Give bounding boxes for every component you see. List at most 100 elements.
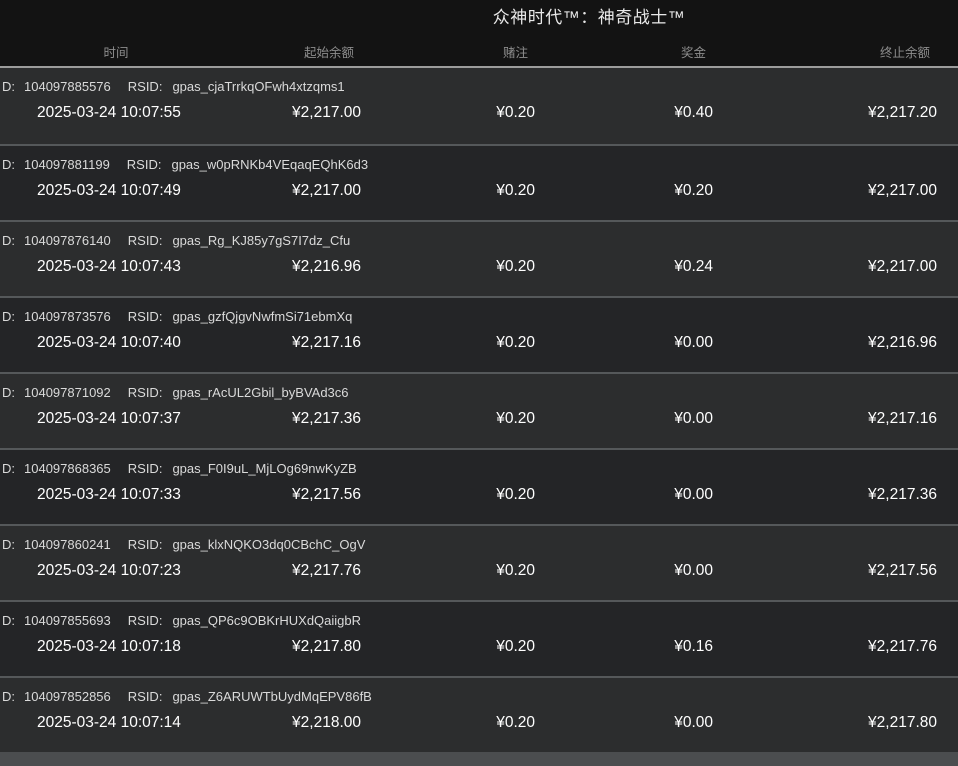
round-values: 2025-03-24 10:07:37 ¥2,217.36 ¥0.20 ¥0.0…: [0, 409, 958, 429]
bet-cell: ¥0.20: [496, 410, 535, 427]
time-cell: 2025-03-24 10:07:49: [37, 182, 181, 199]
time-cell: 2025-03-24 10:07:23: [37, 562, 181, 579]
round-meta: D: 104097860241 RSID: gpas_klxNQKO3dq0CB…: [0, 537, 958, 553]
rsid-label: RSID:: [127, 233, 163, 248]
rsid-value: gpas_rAcUL2Gbil_byBVAd3c6: [172, 385, 349, 400]
column-header-win: 奖金: [680, 46, 706, 60]
bet-cell: ¥0.20: [496, 182, 535, 199]
end-balance-cell: ¥2,216.96: [868, 334, 937, 351]
time-cell: 2025-03-24 10:07:40: [37, 334, 181, 351]
rsid-value: gpas_cjaTrrkqOFwh4xtzqms1: [172, 79, 345, 94]
round-id: 104097855693: [24, 613, 111, 628]
bet-cell: ¥0.20: [496, 258, 535, 275]
table-row: D: 104097852856 RSID: gpas_Z6ARUWTbUydMq…: [0, 676, 958, 752]
column-header-end-balance: 终止余额: [879, 46, 930, 60]
end-balance-cell: ¥2,217.16: [868, 410, 937, 427]
rsid-label: RSID:: [127, 689, 163, 704]
round-id: 104097873576: [24, 309, 111, 324]
bet-cell: ¥0.20: [496, 334, 535, 351]
round-meta: D: 104097873576 RSID: gpas_gzfQjgvNwfmSi…: [0, 309, 958, 325]
round-values: 2025-03-24 10:07:33 ¥2,217.56 ¥0.20 ¥0.0…: [0, 485, 958, 505]
end-balance-cell: ¥2,217.56: [868, 562, 937, 579]
column-header-bet: 赌注: [502, 46, 528, 60]
end-balance-cell: ¥2,217.20: [868, 104, 937, 121]
win-cell: ¥0.00: [674, 714, 713, 731]
end-balance-cell: ¥2,217.80: [868, 714, 937, 731]
round-meta: D: 104097871092 RSID: gpas_rAcUL2Gbil_by…: [0, 385, 958, 401]
table-row: D: 104097868365 RSID: gpas_F0I9uL_MjLOg6…: [0, 448, 958, 524]
start-balance-cell: ¥2,217.00: [292, 182, 361, 199]
win-cell: ¥0.00: [674, 486, 713, 503]
bottom-row-separator: [0, 752, 958, 766]
column-header-time: 时间: [103, 46, 129, 60]
round-meta: D: 104097881199 RSID: gpas_w0pRNKb4VEqaq…: [0, 157, 958, 173]
win-cell: ¥0.16: [674, 638, 713, 655]
start-balance-cell: ¥2,217.16: [292, 334, 361, 351]
rsid-label: RSID:: [127, 79, 163, 94]
round-id-label: D:: [2, 689, 15, 704]
round-id: 104097881199: [24, 157, 110, 172]
start-balance-cell: ¥2,217.76: [292, 562, 361, 579]
page-title: 众神时代™：神奇战士™: [492, 8, 686, 27]
round-id-label: D:: [2, 385, 15, 400]
table-header: 众神时代™：神奇战士™ 时间 起始余额 赌注 奖金 终止余额: [0, 0, 958, 68]
round-meta: D: 104097868365 RSID: gpas_F0I9uL_MjLOg6…: [0, 461, 958, 477]
time-cell: 2025-03-24 10:07:14: [37, 714, 181, 731]
start-balance-cell: ¥2,217.80: [292, 638, 361, 655]
start-balance-cell: ¥2,216.96: [292, 258, 361, 275]
rsid-value: gpas_QP6c9OBKrHUXdQaiigbR: [172, 613, 362, 628]
time-cell: 2025-03-24 10:07:55: [37, 104, 181, 121]
bet-cell: ¥0.20: [496, 562, 535, 579]
win-cell: ¥0.00: [674, 410, 713, 427]
round-id: 104097852856: [24, 689, 111, 704]
time-cell: 2025-03-24 10:07:37: [37, 410, 181, 427]
table-row: D: 104097881199 RSID: gpas_w0pRNKb4VEqaq…: [0, 144, 958, 220]
column-header-start-balance: 起始余额: [303, 46, 354, 60]
round-id: 104097885576: [24, 79, 111, 94]
bet-cell: ¥0.20: [496, 104, 535, 121]
start-balance-cell: ¥2,217.36: [292, 410, 361, 427]
round-id: 104097871092: [24, 385, 111, 400]
round-values: 2025-03-24 10:07:18 ¥2,217.80 ¥0.20 ¥0.1…: [0, 637, 958, 657]
rsid-label: RSID:: [127, 537, 163, 552]
time-cell: 2025-03-24 10:07:33: [37, 486, 181, 503]
round-meta: D: 104097885576 RSID: gpas_cjaTrrkqOFwh4…: [0, 79, 958, 95]
table-row: D: 104097885576 RSID: gpas_cjaTrrkqOFwh4…: [0, 68, 958, 144]
round-values: 2025-03-24 10:07:55 ¥2,217.00 ¥0.20 ¥0.4…: [0, 103, 958, 123]
rsid-value: gpas_Rg_KJ85y7gS7I7dz_Cfu: [172, 233, 351, 248]
round-values: 2025-03-24 10:07:14 ¥2,218.00 ¥0.20 ¥0.0…: [0, 713, 958, 733]
rsid-label: RSID:: [127, 613, 163, 628]
round-id-label: D:: [2, 613, 15, 628]
rsid-value: gpas_Z6ARUWTbUydMqEPV86fB: [172, 689, 372, 704]
end-balance-cell: ¥2,217.00: [868, 182, 937, 199]
round-values: 2025-03-24 10:07:43 ¥2,216.96 ¥0.20 ¥0.2…: [0, 257, 958, 277]
rsid-label: RSID:: [127, 461, 163, 476]
table-row: D: 104097873576 RSID: gpas_gzfQjgvNwfmSi…: [0, 296, 958, 372]
round-id: 104097868365: [24, 461, 111, 476]
rsid-label: RSID:: [127, 309, 163, 324]
end-balance-cell: ¥2,217.36: [868, 486, 937, 503]
start-balance-cell: ¥2,218.00: [292, 714, 361, 731]
time-cell: 2025-03-24 10:07:18: [37, 638, 181, 655]
win-cell: ¥0.00: [674, 562, 713, 579]
round-id: 104097860241: [24, 537, 111, 552]
round-id-label: D:: [2, 537, 15, 552]
round-values: 2025-03-24 10:07:23 ¥2,217.76 ¥0.20 ¥0.0…: [0, 561, 958, 581]
round-id-label: D:: [2, 233, 15, 248]
column-header-row: 时间 起始余额 赌注 奖金 终止余额: [0, 42, 958, 61]
end-balance-cell: ¥2,217.76: [868, 638, 937, 655]
table-row: D: 104097855693 RSID: gpas_QP6c9OBKrHUXd…: [0, 600, 958, 676]
rsid-value: gpas_gzfQjgvNwfmSi71ebmXq: [172, 309, 353, 324]
table-row: D: 104097876140 RSID: gpas_Rg_KJ85y7gS7I…: [0, 220, 958, 296]
history-rows: D: 104097885576 RSID: gpas_cjaTrrkqOFwh4…: [0, 68, 958, 752]
start-balance-cell: ¥2,217.00: [292, 104, 361, 121]
round-values: 2025-03-24 10:07:40 ¥2,217.16 ¥0.20 ¥0.0…: [0, 333, 958, 353]
win-cell: ¥0.00: [674, 334, 713, 351]
bet-cell: ¥0.20: [496, 486, 535, 503]
round-values: 2025-03-24 10:07:49 ¥2,217.00 ¥0.20 ¥0.2…: [0, 181, 958, 201]
start-balance-cell: ¥2,217.56: [292, 486, 361, 503]
round-id-label: D:: [2, 309, 15, 324]
table-row: D: 104097860241 RSID: gpas_klxNQKO3dq0CB…: [0, 524, 958, 600]
round-meta: D: 104097876140 RSID: gpas_Rg_KJ85y7gS7I…: [0, 233, 958, 249]
end-balance-cell: ¥2,217.00: [868, 258, 937, 275]
